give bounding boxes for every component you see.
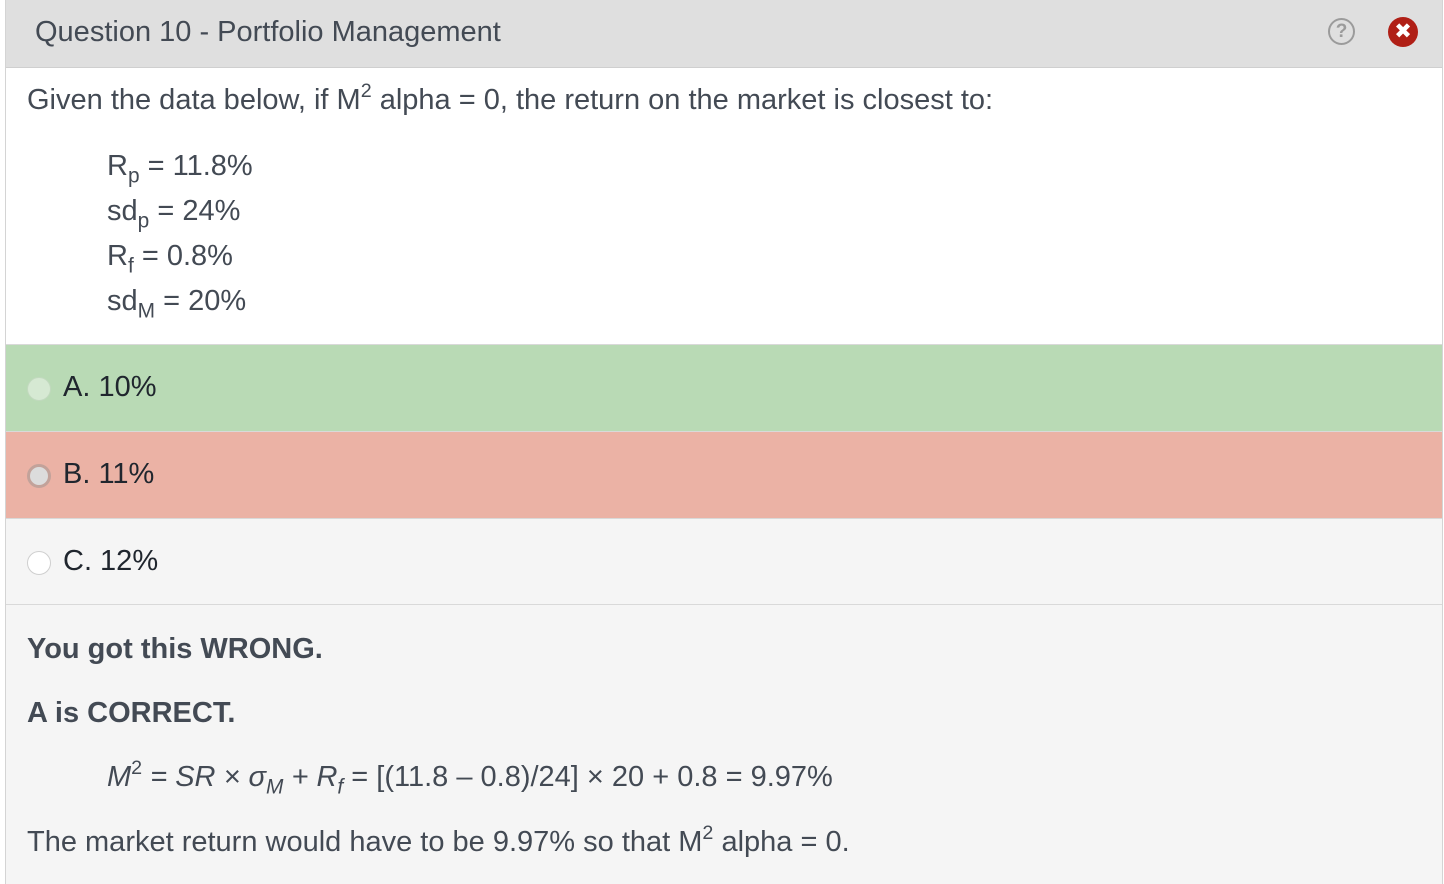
- radio-button-b[interactable]: [27, 464, 51, 488]
- given-data-list: Rp = 11.8% sdp = 24% Rf = 0.8% sdM = 20%: [107, 146, 253, 326]
- correct-answer-message: A is CORRECT.: [27, 697, 236, 729]
- data-item-rp: Rp = 11.8%: [107, 150, 253, 188]
- radio-button-a[interactable]: [27, 377, 51, 401]
- answer-label-a: A. 10%: [63, 371, 157, 403]
- data-item-sdm: sdM = 20%: [107, 285, 247, 323]
- explanation-text: The market return would have to be 9.97%…: [27, 822, 850, 858]
- feedback-panel: You got this WRONG. A is CORRECT. M2 = S…: [6, 605, 1442, 884]
- answer-label-c: C. 12%: [63, 545, 159, 577]
- answer-option-a[interactable]: A. 10%: [6, 344, 1442, 431]
- question-title: Question 10 - Portfolio Management: [35, 16, 501, 48]
- solution-formula: M2 = SR × σM + Rf = [(11.8 – 0.8)/24] × …: [107, 757, 833, 799]
- question-header: Question 10 - Portfolio Management ? ✖: [6, 0, 1442, 68]
- radio-button-c[interactable]: [27, 551, 51, 575]
- data-item-sdp: sdp = 24%: [107, 195, 241, 233]
- result-message: You got this WRONG.: [27, 633, 323, 665]
- data-item-rf: Rf = 0.8%: [107, 240, 233, 278]
- question-window: Question 10 - Portfolio Management ? ✖ G…: [5, 0, 1443, 884]
- help-icon[interactable]: ?: [1328, 18, 1355, 45]
- answer-option-c[interactable]: C. 12%: [6, 518, 1442, 605]
- close-icon[interactable]: ✖: [1388, 17, 1418, 47]
- answer-label-b: B. 11%: [63, 458, 155, 490]
- question-body: Given the data below, if M2 alpha = 0, t…: [6, 68, 1442, 344]
- question-stem: Given the data below, if M2 alpha = 0, t…: [27, 80, 994, 116]
- answer-option-b[interactable]: B. 11%: [6, 431, 1442, 518]
